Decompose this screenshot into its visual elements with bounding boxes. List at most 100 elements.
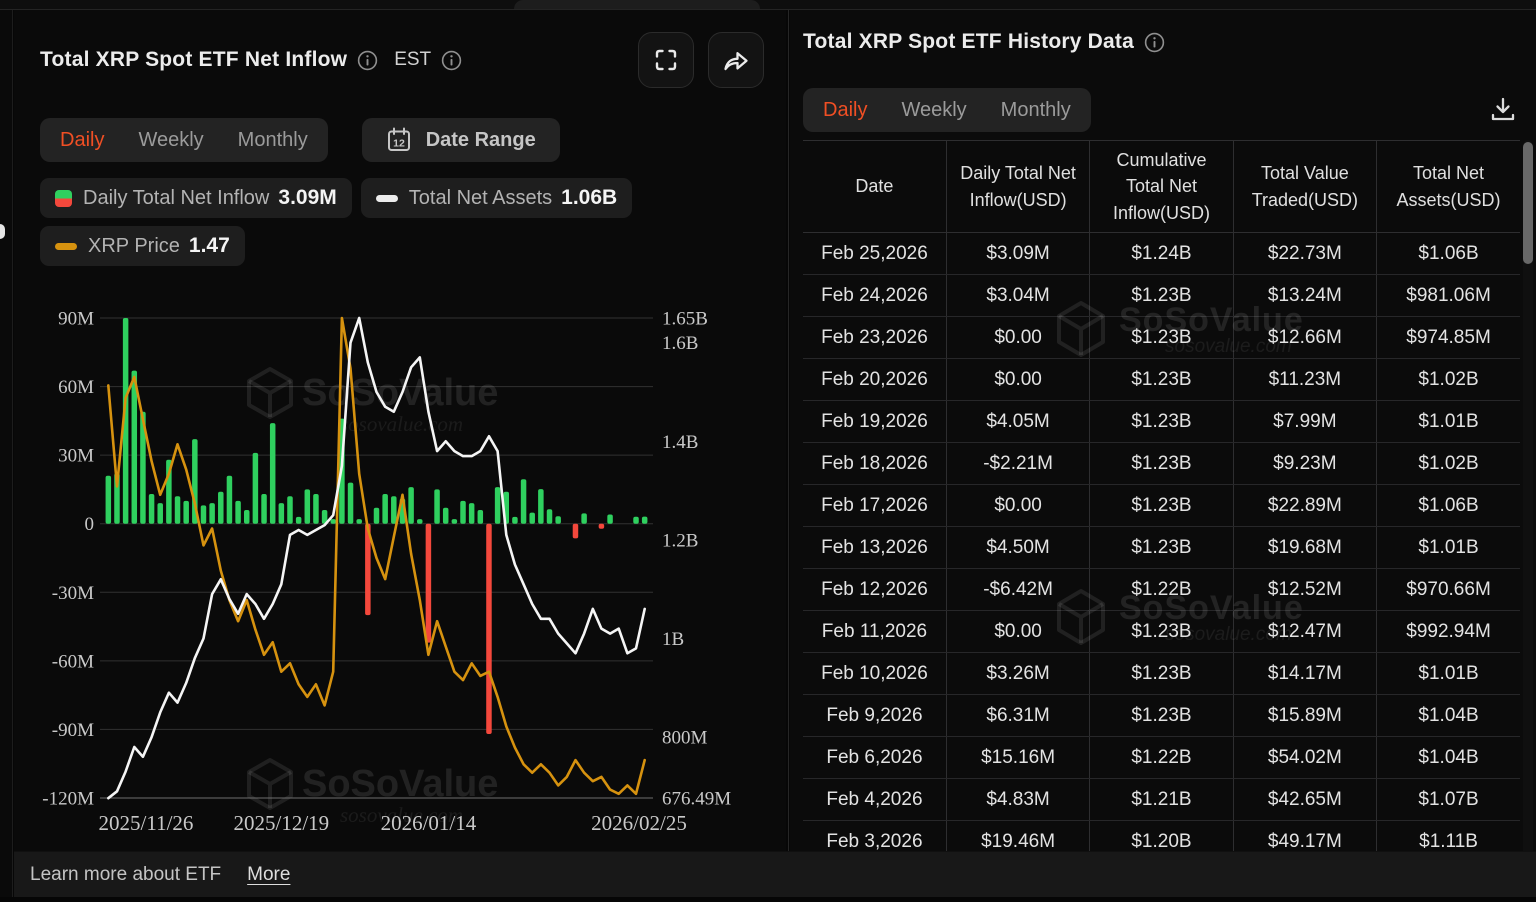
table-row: Feb 11,2026 $0.00 $1.23B $12.47M $992.94M [803,610,1520,653]
inflow-bar-positive[interactable] [538,489,544,524]
inflow-bar-positive[interactable] [607,514,613,524]
legend-net-assets[interactable]: Total Net Assets 1.06B [360,178,633,218]
inflow-bar-positive[interactable] [148,494,155,524]
inflow-bar-positive[interactable] [183,500,189,524]
bottom-edge-strip [0,897,1536,902]
inflow-bar-positive[interactable] [520,479,527,524]
inflow-bar-negative[interactable] [598,523,605,529]
inflow-bar-positive[interactable] [209,503,215,524]
inflow-bar-positive[interactable] [391,496,397,524]
cell-net-assets: $992.94M [1376,610,1520,653]
inflow-bar-positive[interactable] [356,519,362,524]
inflow-bar-negative[interactable] [486,523,492,734]
cell-value-traded: $11.23M [1232,358,1377,401]
legend-net-inflow[interactable]: Daily Total Net Inflow 3.09M [40,178,352,218]
inflow-bar-positive[interactable] [460,500,466,524]
inflow-bar-positive[interactable] [417,519,423,524]
tab-weekly[interactable]: Weekly [901,98,967,121]
net-assets-line[interactable] [107,316,647,800]
legend-label: Daily Total Net Inflow [83,186,270,209]
cell-daily-net-inflow: $4.83M [945,778,1090,821]
inflow-bar-positive[interactable] [140,411,146,524]
svg-text:SoSoValue: SoSoValue [302,763,498,805]
inflow-bar-positive[interactable] [105,475,112,524]
legend-value: 1.47 [188,234,230,257]
table-scrollbar-track[interactable] [1523,140,1533,856]
inflow-bar-positive[interactable] [157,503,163,524]
inflow-bar-positive[interactable] [512,516,518,524]
inflow-bar-positive[interactable] [304,489,311,524]
inflow-bar-positive[interactable] [295,516,302,524]
inflow-bar-negative[interactable] [572,523,579,539]
netflow-chart-panel: Total XRP Spot ETF Net Inflow EST [14,10,786,851]
download-button[interactable] [1488,95,1518,125]
inflow-bar-positive[interactable] [442,507,449,524]
tab-weekly[interactable]: Weekly [138,128,204,151]
inflow-bar-positive[interactable] [243,510,250,524]
inflow-bar-positive[interactable] [269,423,276,524]
inflow-bar-positive[interactable] [494,487,501,524]
share-button[interactable] [708,32,764,88]
cell-date: Feb 24,2026 [803,274,947,317]
tab-monthly[interactable]: Monthly [1000,98,1071,121]
svg-text:2025/12/19: 2025/12/19 [234,811,330,835]
date-range-button[interactable]: 12 Date Range [361,118,560,162]
table-row: Feb 6,2026 $15.16M $1.22B $54.02M $1.04B [803,736,1520,779]
table-row: Feb 9,2026 $6.31M $1.23B $15.89M $1.04B [803,694,1520,737]
inflow-bar-positive[interactable] [122,318,129,524]
fullscreen-button[interactable] [638,32,694,88]
inflow-bar-positive[interactable] [468,503,475,524]
info-icon[interactable] [357,50,378,71]
inflow-bar-positive[interactable] [200,505,207,524]
inflow-bar-positive[interactable] [373,507,380,524]
inflow-bar-positive[interactable] [226,475,233,524]
inflow-bar-positive[interactable] [131,370,138,524]
inflow-bar-positive[interactable] [313,494,319,524]
cell-cumulative-inflow: $1.21B [1089,778,1234,821]
inflow-bar-positive[interactable] [218,491,224,524]
inflow-bar-positive[interactable] [321,510,328,524]
inflow-bar-positive[interactable] [581,513,587,524]
etf-netflow-chart[interactable]: SoSoValuesosovalue.comSoSoValuesosovalue… [20,268,772,844]
legend-xrp-price[interactable]: XRP Price 1.47 [40,226,245,266]
rail-notch-handle[interactable] [0,224,5,239]
tab-monthly[interactable]: Monthly [237,128,308,151]
tab-daily[interactable]: Daily [823,98,868,121]
inflow-bar-positive[interactable] [555,516,561,524]
chart-title: Total XRP Spot ETF Net Inflow [40,48,348,71]
cell-cumulative-inflow: $1.23B [1089,694,1234,737]
inflow-bar-positive[interactable] [451,519,458,524]
inflow-bar-positive[interactable] [252,452,259,524]
inflow-bar-positive[interactable] [633,516,639,524]
timezone-info-icon[interactable] [441,50,462,71]
footer-more-link[interactable]: More [247,863,291,885]
inflow-bar-positive[interactable] [174,496,181,524]
inflow-bar-positive[interactable] [278,503,285,524]
cell-value-traded: $13.24M [1232,274,1377,317]
inflow-bar-positive[interactable] [235,500,241,524]
inflow-bar-positive[interactable] [477,510,484,524]
inflow-bar-positive[interactable] [546,509,553,524]
cell-value-traded: $12.66M [1232,316,1377,359]
table-title: Total XRP Spot ETF History Data [803,30,1134,53]
xrp-price-line[interactable] [107,316,647,796]
inflow-bar-negative[interactable] [365,523,371,616]
inflow-bar-positive[interactable] [114,473,120,524]
inflow-bar-positive[interactable] [287,496,293,524]
cell-value-traded: $7.99M [1232,400,1377,443]
inflow-bar-positive[interactable] [641,516,648,524]
cell-net-assets: $1.07B [1376,778,1520,821]
inflow-bar-positive[interactable] [330,519,336,524]
inflow-bar-positive[interactable] [529,512,535,524]
inflow-bar-positive[interactable] [382,494,388,524]
table-scrollbar-thumb[interactable] [1523,142,1533,264]
cell-value-traded: $54.02M [1232,736,1377,779]
tab-daily[interactable]: Daily [60,128,105,151]
inflow-bar-positive[interactable] [434,489,440,524]
cell-value-traded: $12.47M [1232,610,1377,653]
inflow-bar-positive[interactable] [347,482,354,524]
inflow-bar-positive[interactable] [408,487,414,524]
info-icon[interactable] [1144,32,1165,53]
inflow-bar-negative[interactable] [425,523,432,643]
inflow-bar-positive[interactable] [261,494,267,524]
